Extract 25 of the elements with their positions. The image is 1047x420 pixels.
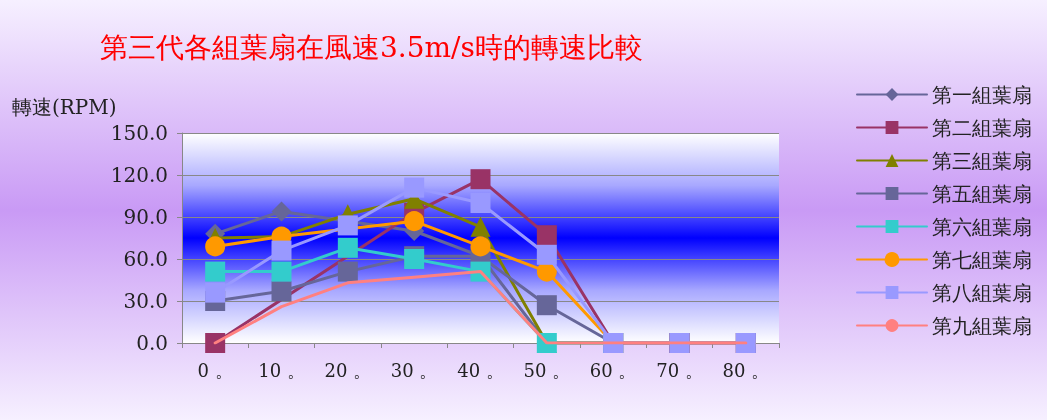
y-tick-label: 150.0 bbox=[110, 121, 168, 145]
chart-title: 第三代各組葉扇在風速3.5m/s時的轉速比較 bbox=[100, 30, 643, 64]
x-tick-label: 40 。 bbox=[457, 359, 504, 381]
x-tick-label: 10 。 bbox=[258, 359, 305, 381]
x-tick-label: 30 。 bbox=[390, 359, 438, 381]
x-tick-label: 50 。 bbox=[523, 359, 571, 381]
y-tick-label: 0.0 bbox=[136, 331, 168, 355]
legend-label: 第五組葉扇 bbox=[932, 181, 1032, 206]
legend-label: 第九組葉扇 bbox=[932, 313, 1032, 338]
x-tick-label: 0 。 bbox=[197, 359, 233, 381]
x-tick-label: 60 。 bbox=[589, 359, 637, 381]
legend-label: 第七組葉扇 bbox=[932, 247, 1032, 272]
y-tick-label: 30.0 bbox=[123, 289, 168, 313]
legend-label: 第八組葉扇 bbox=[932, 280, 1032, 305]
x-tick-label: 80 。 bbox=[722, 359, 770, 381]
legend-label: 第一組葉扇 bbox=[932, 82, 1032, 107]
y-tick-label: 90.0 bbox=[123, 205, 168, 229]
legend-label: 第三組葉扇 bbox=[932, 148, 1032, 173]
y-tick-label: 120.0 bbox=[110, 163, 168, 187]
x-tick-label: 70 。 bbox=[656, 359, 703, 381]
y-tick-label: 60.0 bbox=[123, 247, 168, 271]
legend-label: 第六組葉扇 bbox=[932, 214, 1032, 239]
x-tick-label: 20 。 bbox=[324, 359, 372, 381]
legend-label: 第二組葉扇 bbox=[932, 115, 1032, 140]
y-axis-title: 轉速(RPM) bbox=[12, 95, 117, 119]
